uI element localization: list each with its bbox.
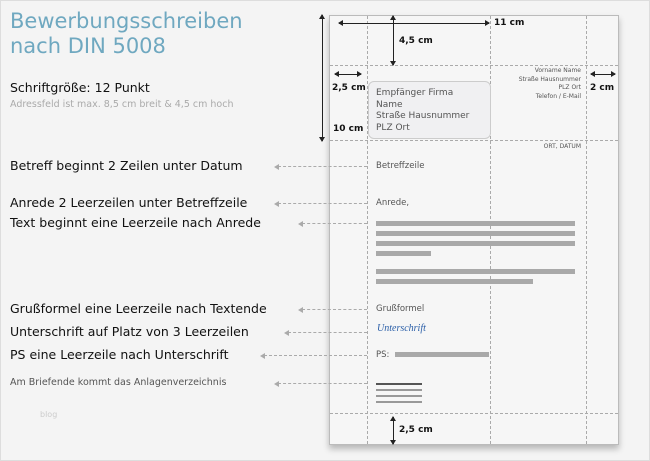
height-arrow bbox=[319, 14, 325, 142]
recipient-name: Name bbox=[376, 99, 403, 110]
place-date: ORT, DATUM bbox=[543, 143, 581, 150]
rule-closing: Grußformel eine Leerzeile nach Textende bbox=[10, 301, 267, 316]
recipient-street: Straße Hausnummer bbox=[376, 111, 470, 121]
title-line-2: nach DIN 5008 bbox=[10, 34, 166, 58]
sender-street: Straße Hausnummer bbox=[518, 75, 581, 83]
sender-city: PLZ Ort bbox=[558, 84, 581, 91]
guide-right-margin bbox=[586, 16, 587, 444]
pointer-salutation bbox=[274, 200, 367, 207]
sender-name: Vorname Name bbox=[534, 67, 581, 74]
attachment-line bbox=[376, 383, 422, 385]
guide-bottom bbox=[330, 413, 618, 414]
guide-top bbox=[330, 65, 618, 66]
text-bar bbox=[376, 221, 575, 226]
subject-line: Betreffzeile bbox=[376, 161, 425, 171]
text-bar bbox=[376, 251, 431, 256]
pointer-text bbox=[298, 220, 367, 227]
right-margin-arrow bbox=[590, 71, 616, 77]
recipient-address-field: Empfänger Firma Name Straße Hausnummer P… bbox=[368, 81, 491, 139]
text-bar bbox=[376, 269, 575, 274]
title-line-1: Bewerbungsschreiben bbox=[10, 9, 243, 33]
watermark: blog bbox=[40, 410, 58, 419]
recipient-city: PLZ Ort bbox=[376, 122, 410, 133]
recipient-company: Empfänger Firma bbox=[376, 88, 454, 98]
right-margin-label: 2 cm bbox=[590, 83, 615, 93]
ps-label: PS: bbox=[376, 350, 390, 360]
address-note: Adressfeld ist max. 8,5 cm breit & 4,5 c… bbox=[10, 99, 234, 110]
attachment-line bbox=[376, 395, 422, 397]
rule-attachments: Am Briefende kommt das Anlagenverzeichni… bbox=[10, 377, 227, 388]
attachment-line bbox=[376, 401, 422, 403]
width-arrow bbox=[338, 20, 490, 26]
rule-text: Text beginnt eine Leerzeile nach Anrede bbox=[10, 215, 261, 230]
left-margin-label: 2,5 cm bbox=[332, 83, 366, 93]
guide-left-margin bbox=[367, 16, 368, 444]
closing: Grußformel bbox=[376, 304, 425, 314]
text-bar bbox=[376, 241, 575, 246]
width-label: 11 cm bbox=[494, 18, 525, 28]
pointer-subject bbox=[274, 163, 367, 170]
signature: Unterschrift bbox=[377, 323, 426, 334]
pointer-closing bbox=[298, 306, 367, 313]
guide-address-width bbox=[490, 16, 491, 444]
bottom-label: 2,5 cm bbox=[399, 425, 433, 435]
sender-block: Vorname Name Straße Hausnummer PLZ Ort T… bbox=[519, 67, 581, 101]
text-bar bbox=[376, 231, 575, 236]
attachment-line bbox=[376, 389, 422, 391]
text-bar bbox=[376, 279, 533, 284]
rule-subject: Betreff beginnt 2 Zeilen unter Datum bbox=[10, 158, 243, 173]
left-margin-arrow bbox=[334, 71, 362, 77]
salutation: Anrede, bbox=[376, 198, 410, 208]
font-size-note: Schriftgröße: 12 Punkt bbox=[10, 80, 150, 95]
sender-contact: Telefon / E-Mail bbox=[535, 92, 581, 100]
top-label: 4,5 cm bbox=[399, 36, 433, 46]
bottom-arrow bbox=[390, 416, 396, 445]
rule-signature: Unterschrift auf Platz von 3 Leerzeilen bbox=[10, 324, 249, 339]
page-title: Bewerbungsschreiben nach DIN 5008 bbox=[10, 9, 243, 59]
pointer-ps bbox=[260, 352, 367, 359]
top-arrow bbox=[390, 15, 396, 66]
height-label: 10 cm bbox=[333, 124, 364, 134]
rule-ps: PS eine Leerzeile nach Unterschrift bbox=[10, 347, 229, 362]
rule-salutation: Anrede 2 Leerzeilen unter Betreffzeile bbox=[10, 195, 248, 210]
pointer-attachments bbox=[274, 380, 367, 387]
ps-bar bbox=[395, 352, 489, 357]
pointer-signature bbox=[284, 329, 367, 336]
guide-address-bottom bbox=[330, 140, 618, 141]
